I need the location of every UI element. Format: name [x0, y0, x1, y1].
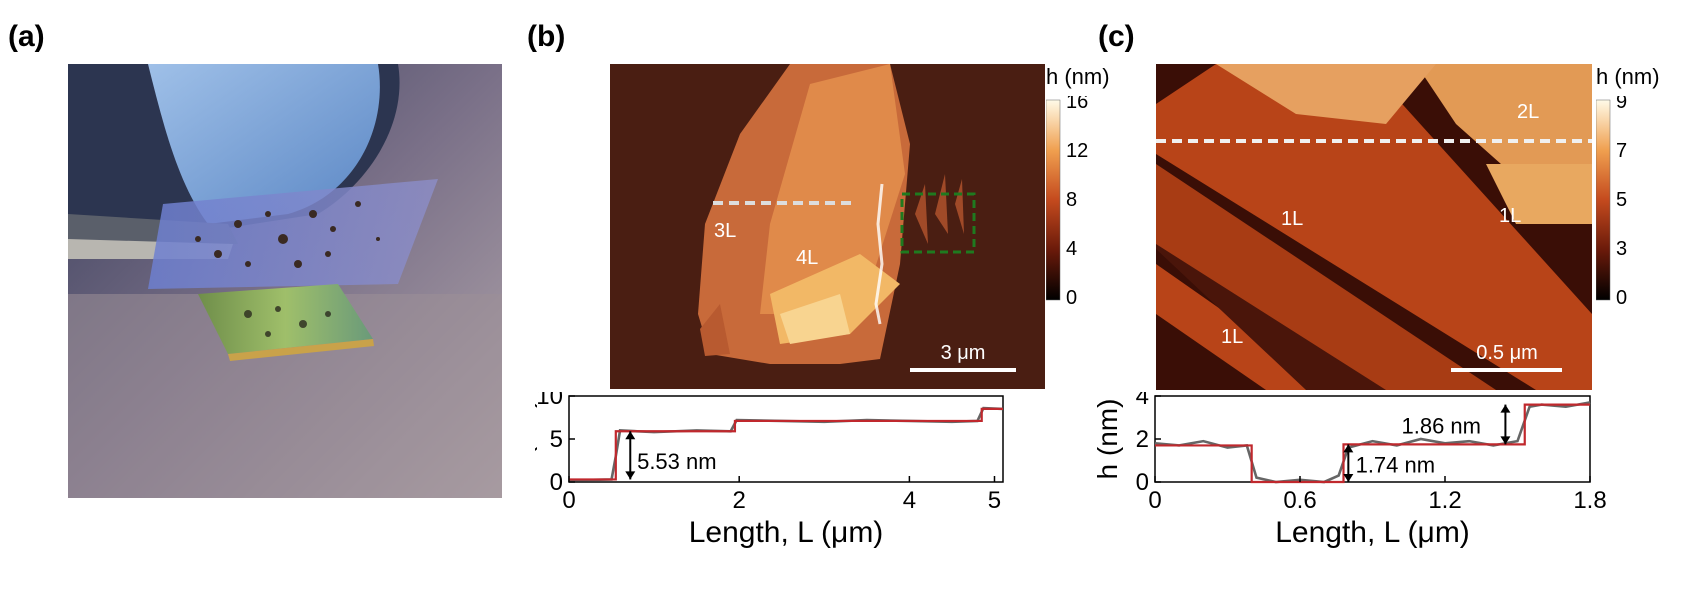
colorbar-tick: 7	[1616, 140, 1627, 162]
colorbar-tick: 4	[1066, 238, 1077, 260]
step-height-annotation: 1.74 nm	[1356, 452, 1436, 477]
x-tick-label: 5	[988, 487, 1001, 514]
height-profile-plot-c: 0 0.6 1.2 1.8 0 2 4 Length, L (μm) h (nm) 1.86 nm…	[1092, 392, 1607, 549]
height-profile-plot-b: 0 2 4 5 0 5 10 Length, L (μm) h (nm) 5.53 nm	[535, 392, 1004, 549]
colorbar-tick: 5	[1616, 189, 1627, 211]
x-tick-label: 1.2	[1428, 487, 1461, 514]
x-axis-label: Length, L (μm)	[689, 516, 884, 549]
colorbar-c: 9 7 5 3 0	[1596, 96, 1627, 306]
colorbar-tick: 3	[1616, 238, 1627, 260]
arrow-head	[1500, 404, 1511, 413]
colorbar-tick: 8	[1066, 189, 1077, 211]
colorbar-tick: 9	[1616, 96, 1627, 113]
x-tick-label: 4	[903, 487, 916, 514]
layer-label: 1L	[1221, 326, 1243, 348]
afm-image-c: 2L 1L 1L 1L 0.5 μm	[1156, 64, 1592, 390]
arrow-head	[625, 431, 636, 440]
x-tick-label: 2	[733, 487, 746, 514]
arrow-head	[625, 471, 636, 480]
layer-label: 2L	[1517, 101, 1539, 123]
colorbar-tick: 0	[1616, 287, 1627, 306]
colorbar-title-c: h (nm)	[1596, 64, 1660, 89]
step-height-annotation: 1.86 nm	[1402, 414, 1482, 439]
layer-label: 1L	[1499, 205, 1521, 227]
x-tick-label: 0.6	[1283, 487, 1316, 514]
step-height-annotation: 5.53 nm	[637, 449, 717, 474]
scale-bar-label: 3 μm	[941, 342, 986, 364]
y-axis-label: h (nm)	[1092, 399, 1123, 480]
layer-label: 4L	[796, 247, 818, 269]
x-tick-label: 0	[562, 487, 575, 514]
panel-a-label: (a)	[8, 20, 45, 53]
colorbar-tick: 12	[1066, 140, 1088, 162]
y-tick-label: 10	[536, 392, 563, 410]
arrow-head	[1343, 444, 1354, 453]
y-tick-label: 0	[550, 469, 563, 496]
colorbar-title-b: h (nm)	[1046, 64, 1110, 89]
colorbar-tick: 16	[1066, 96, 1088, 113]
arrow-head	[1343, 474, 1354, 482]
arrow-head	[1500, 436, 1511, 445]
x-tick-label: 0	[1148, 487, 1161, 514]
y-axis-label: h (nm)	[535, 399, 537, 480]
y-tick-label: 5	[550, 426, 563, 453]
x-axis-label: Length, L (μm)	[1275, 516, 1470, 549]
y-tick-label: 2	[1136, 426, 1149, 453]
afm-image-b: 3L 4L 3 μm	[610, 64, 1045, 389]
series-line	[568, 406, 1004, 482]
layer-label: 3L	[714, 220, 736, 242]
layer-label: 1L	[1281, 208, 1303, 230]
colorbar-b: 16 12 8 4 0	[1046, 96, 1088, 306]
panel-b-label: (b)	[527, 20, 566, 53]
exfoliation-photo	[68, 64, 502, 498]
flake-4l	[760, 64, 905, 314]
colorbar-tick: 0	[1066, 287, 1077, 306]
y-tick-label: 0	[1136, 469, 1149, 496]
y-tick-label: 4	[1136, 392, 1149, 410]
x-tick-label: 1.8	[1573, 487, 1606, 514]
panel-c-label: (c)	[1098, 20, 1135, 53]
series-line	[1155, 403, 1590, 484]
series-line	[569, 407, 1003, 481]
scale-bar-label: 0.5 μm	[1476, 342, 1538, 364]
